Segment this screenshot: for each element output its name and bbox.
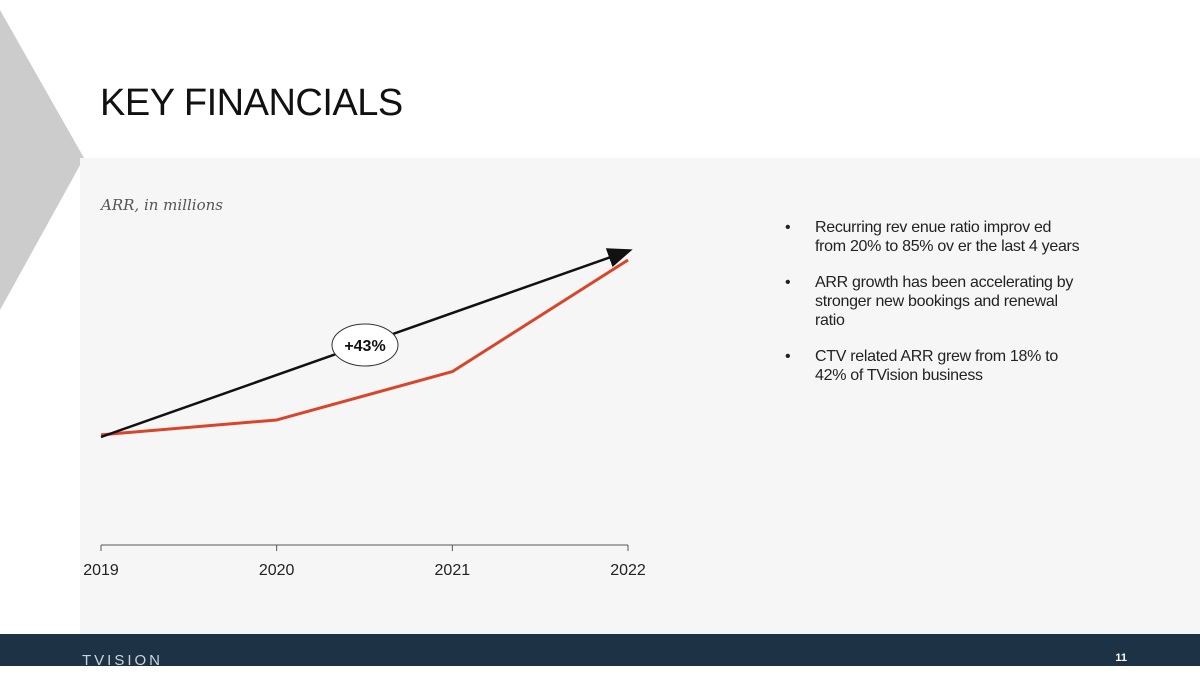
x-tick-label: 2019 <box>83 562 119 579</box>
key-points-list: • Recurring rev enue ratio improv ed from… <box>785 218 1085 402</box>
footer-bar: TVISION 11 <box>0 634 1200 669</box>
bullet-text: CTV related ARR grew from 18% to 42% of … <box>815 348 1058 384</box>
brand-logo: TVISION <box>82 652 164 669</box>
arr-series-line <box>100 258 629 437</box>
list-item: • Recurring rev enue ratio improv ed from… <box>785 219 1080 255</box>
chevron-decoration <box>0 10 84 310</box>
page-title: KEY FINANCIALS <box>100 82 403 124</box>
page-number: 11 <box>1115 652 1127 664</box>
list-item: • ARR growth has been accelerating by str… <box>785 274 1074 329</box>
chart-subtitle: ARR, in millions <box>101 196 223 214</box>
list-item: • CTV related ARR grew from 18% to 42% of… <box>785 348 1058 384</box>
bullet-text: Recurring rev enue ratio improv ed from … <box>815 219 1080 255</box>
arr-chart: 2019 2020 2021 2022 +43% <box>83 248 646 579</box>
content-panel <box>80 158 1200 634</box>
bullet-text: ARR growth has been accelerating by stro… <box>815 274 1074 329</box>
x-tick-label: 2022 <box>610 562 646 579</box>
x-tick-label: 2021 <box>435 562 471 579</box>
growth-label: +43% <box>344 338 385 355</box>
x-tick-label: 2020 <box>259 562 295 579</box>
growth-badge <box>331 323 399 367</box>
